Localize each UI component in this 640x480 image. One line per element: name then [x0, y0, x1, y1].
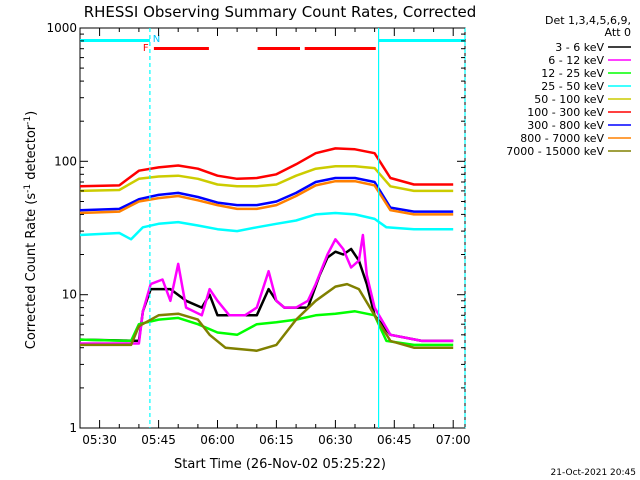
y-axis-label-main: Corrected Count Rate (s: [24, 193, 39, 350]
y-tick-label-3: 100: [54, 154, 77, 168]
legend-entry-9: 7000 - 15000 keV: [506, 145, 604, 158]
state-bar-red-1: [153, 47, 209, 50]
y-axis-label-mid: detector: [24, 124, 39, 184]
x-tick-label-3: 06:00: [200, 433, 235, 447]
state-bars: FN: [80, 34, 465, 54]
footer-timestamp: 21-Oct-2021 20:45: [551, 468, 636, 478]
state-bar-red-3: [304, 47, 376, 50]
series-line-5: [79, 164, 454, 193]
legend-entry-4: 25 - 50 keV: [541, 80, 604, 93]
plot-area: FN 1 10 100 1000 05:30 05:45 06:00 06:15 06:30 06…: [46, 21, 470, 447]
state-bar-cyan-1: [80, 39, 150, 42]
state-bar-red-2: [257, 47, 300, 50]
legend-entry-3: 12 - 25 keV: [541, 67, 604, 80]
series-line-8: [79, 179, 454, 216]
chart-title: RHESSI Observing Summary Count Rates, Co…: [84, 3, 477, 21]
y-tick-label-2: 10: [62, 288, 77, 302]
series-line-9: [80, 282, 454, 352]
x-tick-label-2: 05:45: [141, 433, 176, 447]
legend-header-2: Att 0: [605, 26, 631, 39]
state-label-f: F: [143, 43, 149, 54]
x-tick-label-1: 05:30: [82, 433, 117, 447]
series-line-1: [79, 247, 454, 343]
series-line-7: [79, 176, 454, 213]
y-axis-label-end: ): [24, 111, 39, 116]
y-axis-label-sup1: -1: [23, 184, 33, 193]
y-tick-label-1: 1: [69, 421, 77, 435]
x-axis-label: Start Time (26-Nov-02 05:25:22): [174, 457, 386, 472]
legend-entry-5: 50 - 100 keV: [534, 93, 604, 106]
legend-entry-1: 3 - 6 keV: [555, 41, 604, 54]
y-axis-label: Corrected Count Rate (s-1 detector-1): [23, 111, 39, 349]
x-tick-label-6: 06:45: [377, 433, 412, 447]
series-line-6: [79, 147, 454, 188]
legend-header-1: Det 1,3,4,5,6,9,: [545, 14, 631, 27]
legend-entry-7: 300 - 800 keV: [527, 119, 604, 132]
series-line-2: [80, 233, 454, 345]
x-tick-label-5: 06:30: [318, 433, 353, 447]
state-bar-cyan-2: [378, 39, 465, 42]
y-tick-label-4: 1000: [46, 21, 77, 35]
x-tick-label-4: 06:15: [259, 433, 294, 447]
x-tick-label-7: 07:00: [436, 433, 471, 447]
legend-entry-2: 6 - 12 keV: [548, 54, 604, 67]
axes: 1 10 100 1000 05:30 05:45 06:00 06:15 06:30 06:45…: [46, 21, 470, 447]
legend-entry-8: 800 - 7000 keV: [520, 132, 604, 145]
series-layer: [79, 147, 454, 352]
series-line-4: [79, 211, 454, 241]
legend-entry-6: 100 - 300 keV: [527, 106, 604, 119]
y-axis-label-sup2: -1: [23, 116, 33, 125]
state-label-n: N: [153, 34, 160, 45]
vertical-markers: [149, 28, 466, 428]
